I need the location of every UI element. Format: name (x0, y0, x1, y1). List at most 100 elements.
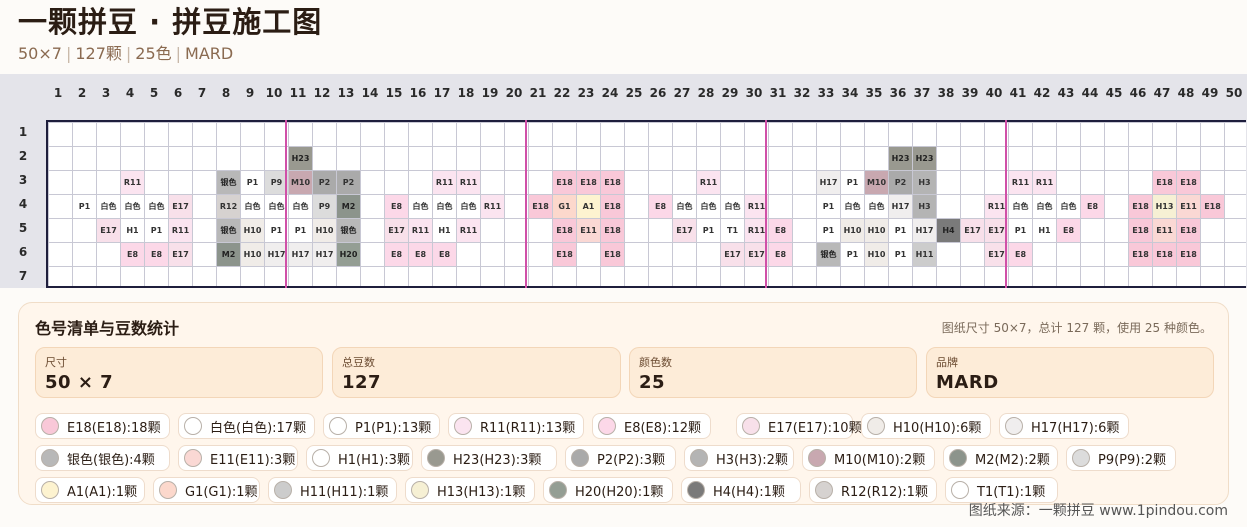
bead-cell[interactable]: E8 (769, 219, 792, 242)
bead-cell[interactable]: E17 (721, 243, 744, 266)
bead-cell[interactable]: E8 (385, 195, 408, 218)
bead-cell[interactable]: H3 (913, 171, 936, 194)
bead-cell[interactable]: 银色 (337, 219, 360, 242)
bead-cell[interactable]: P1 (841, 171, 864, 194)
bead-cell[interactable]: P2 (889, 171, 912, 194)
bead-cell[interactable]: R11 (985, 195, 1008, 218)
bead-cell[interactable]: 白色 (1009, 195, 1032, 218)
bead-cell[interactable]: E18 (601, 219, 624, 242)
bead-cell[interactable]: P1 (697, 219, 720, 242)
bead-grid[interactable]: H23 H23 H23 R11 银色 P1 P9 M10 P2 P2 R11 R11 E18 E18 E18… (46, 120, 1246, 288)
bead-cell[interactable]: H10 (865, 219, 888, 242)
bead-cell[interactable]: 白色 (121, 195, 144, 218)
bead-cell[interactable]: P1 (889, 243, 912, 266)
bead-cell[interactable]: E11 (577, 219, 600, 242)
bead-cell[interactable]: P1 (817, 195, 840, 218)
bead-cell[interactable]: P9 (313, 195, 336, 218)
bead-cell[interactable]: P1 (817, 219, 840, 242)
bead-cell[interactable]: H1 (121, 219, 144, 242)
bead-cell[interactable]: H17 (265, 243, 288, 266)
bead-cell[interactable]: E17 (985, 243, 1008, 266)
bead-cell[interactable]: E18 (553, 243, 576, 266)
bead-cell[interactable]: E18 (601, 243, 624, 266)
bead-cell[interactable]: 白色 (97, 195, 120, 218)
bead-cell[interactable]: E17 (961, 219, 984, 242)
bead-cell[interactable]: H23 (289, 147, 312, 170)
bead-cell[interactable]: H10 (241, 219, 264, 242)
bead-cell[interactable]: H23 (889, 147, 912, 170)
bead-cell[interactable]: E8 (145, 243, 168, 266)
bead-cell[interactable]: P1 (241, 171, 264, 194)
bead-cell[interactable]: E18 (1177, 243, 1200, 266)
bead-cell[interactable]: P2 (337, 171, 360, 194)
bead-cell[interactable]: E18 (601, 171, 624, 194)
bead-cell[interactable]: E17 (385, 219, 408, 242)
bead-cell[interactable]: 白色 (145, 195, 168, 218)
bead-cell[interactable]: H10 (313, 219, 336, 242)
bead-cell[interactable]: A1 (577, 195, 600, 218)
bead-cell[interactable]: M10 (865, 171, 888, 194)
bead-cell[interactable]: R11 (457, 219, 480, 242)
bead-cell[interactable]: E17 (169, 243, 192, 266)
bead-cell[interactable]: E11 (1177, 195, 1200, 218)
bead-cell[interactable]: E18 (1129, 219, 1152, 242)
bead-cell[interactable]: P1 (889, 219, 912, 242)
bead-cell[interactable]: G1 (553, 195, 576, 218)
bead-cell[interactable]: 银色 (217, 171, 240, 194)
bead-cell[interactable]: 白色 (409, 195, 432, 218)
bead-cell[interactable]: H10 (841, 219, 864, 242)
bead-cell[interactable]: E18 (1153, 243, 1176, 266)
bead-cell[interactable]: 白色 (457, 195, 480, 218)
bead-cell[interactable]: E18 (529, 195, 552, 218)
bead-cell[interactable]: 银色 (217, 219, 240, 242)
bead-cell[interactable]: R11 (169, 219, 192, 242)
bead-cell[interactable]: 白色 (241, 195, 264, 218)
bead-cell[interactable]: R11 (481, 195, 504, 218)
bead-cell[interactable]: E17 (745, 243, 768, 266)
bead-cell[interactable]: E17 (169, 195, 192, 218)
bead-cell[interactable]: R11 (409, 219, 432, 242)
bead-cell[interactable]: H20 (337, 243, 360, 266)
bead-cell[interactable]: 白色 (841, 195, 864, 218)
bead-cell[interactable]: E18 (1129, 243, 1152, 266)
bead-cell[interactable]: M10 (289, 171, 312, 194)
bead-cell[interactable]: E8 (769, 243, 792, 266)
bead-cell[interactable]: H10 (241, 243, 264, 266)
bead-cell[interactable]: E18 (577, 171, 600, 194)
bead-cell[interactable]: E17 (673, 219, 696, 242)
bead-cell[interactable]: E8 (1057, 219, 1080, 242)
bead-cell[interactable]: E18 (1201, 195, 1224, 218)
bead-cell[interactable]: 白色 (865, 195, 888, 218)
bead-cell[interactable]: E18 (553, 171, 576, 194)
bead-cell[interactable]: R11 (697, 171, 720, 194)
bead-cell[interactable]: H23 (913, 147, 936, 170)
bead-cell[interactable]: H1 (1033, 219, 1056, 242)
bead-cell[interactable]: R11 (121, 171, 144, 194)
bead-cell[interactable]: P2 (313, 171, 336, 194)
bead-cell[interactable]: M2 (217, 243, 240, 266)
bead-cell[interactable]: R11 (1009, 171, 1032, 194)
bead-cell[interactable]: 白色 (433, 195, 456, 218)
bead-cell[interactable]: 白色 (697, 195, 720, 218)
bead-cell[interactable]: 白色 (289, 195, 312, 218)
bead-cell[interactable]: E8 (409, 243, 432, 266)
bead-cell[interactable]: P1 (73, 195, 96, 218)
bead-cell[interactable]: 白色 (673, 195, 696, 218)
bead-cell[interactable]: H10 (865, 243, 888, 266)
bead-cell[interactable]: E17 (97, 219, 120, 242)
bead-cell[interactable]: E8 (385, 243, 408, 266)
bead-cell[interactable]: E18 (553, 219, 576, 242)
bead-cell[interactable]: E8 (1081, 195, 1104, 218)
bead-cell[interactable]: E8 (649, 195, 672, 218)
bead-cell[interactable]: R11 (457, 171, 480, 194)
bead-cell[interactable]: H17 (313, 243, 336, 266)
bead-cell[interactable]: P1 (1009, 219, 1032, 242)
bead-cell[interactable]: R11 (745, 195, 768, 218)
bead-cell[interactable]: H3 (913, 195, 936, 218)
bead-cell[interactable]: E18 (1129, 195, 1152, 218)
bead-cell[interactable]: P1 (841, 243, 864, 266)
bead-cell[interactable]: P1 (289, 219, 312, 242)
bead-cell[interactable]: H17 (289, 243, 312, 266)
bead-cell[interactable]: H17 (913, 219, 936, 242)
bead-cell[interactable]: P9 (265, 171, 288, 194)
